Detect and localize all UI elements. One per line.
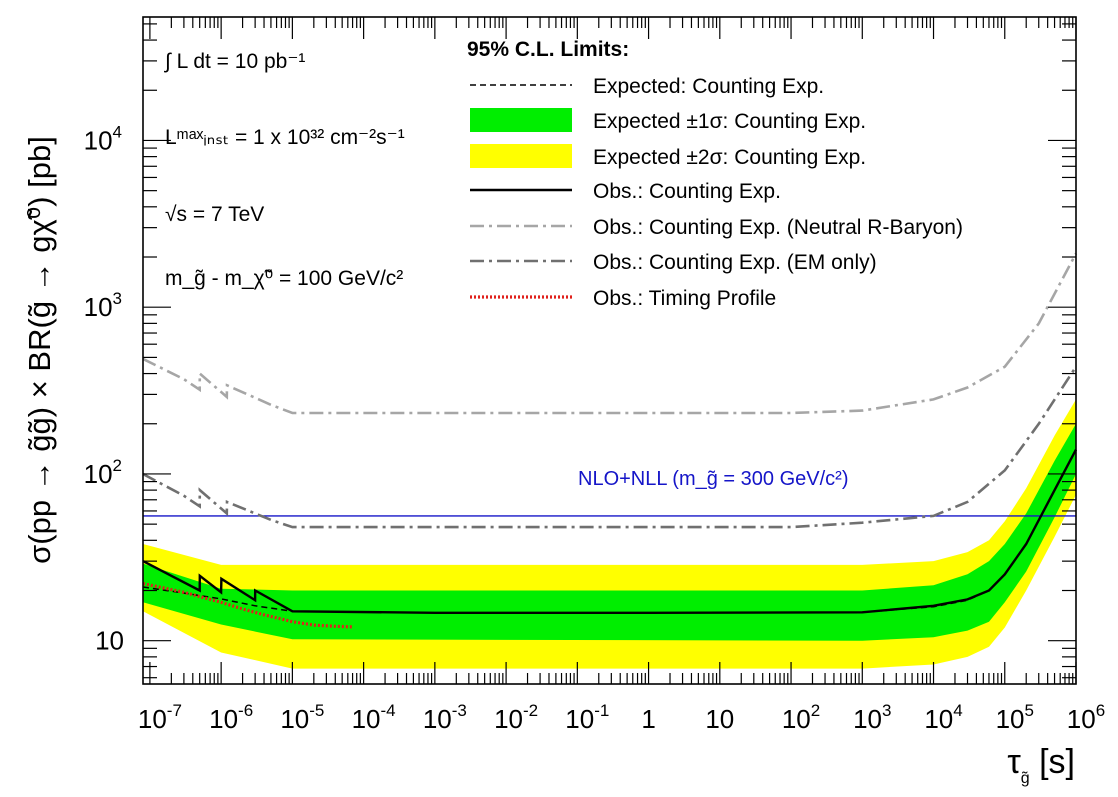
legend-swatch (470, 108, 572, 132)
x-tick-label: 103 (853, 701, 891, 734)
x-axis-label-unit: [s] (1030, 743, 1075, 781)
band-1sigma (143, 423, 1076, 641)
x-tick-label: 10-5 (280, 701, 324, 734)
y-tick-label: 104 (84, 122, 122, 155)
annotation-energy: √s = 7 TeV (165, 203, 264, 226)
x-tick-label: 102 (782, 701, 820, 734)
legend: 95% C.L. Limits: Expected: Counting Exp.… (467, 38, 963, 310)
legend-entry-label: Expected ±1σ: Counting Exp. (593, 110, 866, 133)
x-tick-label: 10-7 (138, 701, 182, 734)
legend-title: 95% C.L. Limits: (467, 38, 629, 61)
x-tick-label: 10-3 (423, 701, 467, 734)
legend-entry-label: Obs.: Timing Profile (593, 287, 776, 310)
legend-swatch (470, 144, 572, 168)
annotation-inst: Lᵐᵃˣᵢₙₛₜ = 1 x 10³² cm⁻²s⁻¹ (165, 126, 405, 149)
bands-layer (143, 399, 1076, 669)
x-tick-label: 106 (1067, 701, 1105, 734)
plot-frame (142, 16, 1077, 685)
legend-entry-label: Obs.: Counting Exp. (Neutral R-Baryon) (593, 216, 963, 239)
y-tick-label: 103 (84, 289, 122, 322)
x-tick-label: 105 (996, 701, 1034, 734)
legend-entry-label: Expected: Counting Exp. (593, 75, 824, 98)
x-tick-label: 10-4 (352, 701, 396, 734)
annotation-lumi: ∫ L dt = 10 pb⁻¹ (164, 50, 305, 73)
x-tick-label: 10-1 (565, 701, 609, 734)
annotation-massdiff: m_g̃ - m_χ̃⁰ = 100 GeV/c² (165, 267, 403, 290)
labels-layer: 10-7 10-6 10-5 10-4 10-3 10-2 10-1 1 10 102 103 104… (84, 122, 1106, 734)
curve-neutral-rbaryon (142, 252, 1078, 415)
ticks-layer (143, 17, 1077, 684)
x-axis-label-main: τ (1007, 743, 1021, 781)
x-tick-label: 104 (924, 701, 962, 734)
reference-line-label: NLO+NLL (m_g̃ = 300 GeV/c²) (578, 468, 849, 490)
x-tick-label: 10 (705, 704, 734, 734)
x-axis-label: τg̃ [s] (1007, 743, 1075, 787)
y-tick-label: 10 (95, 626, 124, 656)
curves-layer (142, 252, 1078, 629)
x-axis-label-sub: g̃ (1021, 770, 1030, 787)
y-tick-label: 102 (84, 456, 122, 489)
x-tick-label: 1 (641, 704, 655, 734)
x-tick-label: 10-2 (494, 701, 538, 734)
x-tick-label: 10-6 (209, 701, 253, 734)
legend-entry-label: Obs.: Counting Exp. (593, 180, 781, 203)
legend-entry-label: Expected ±2σ: Counting Exp. (593, 146, 866, 169)
curve-em-only (142, 365, 1078, 529)
y-axis-label-group: σ(pp → g̃g̃) × BR(g̃ → gχ̃⁰) [pb] (22, 136, 57, 564)
curve-observed (142, 449, 1078, 614)
y-axis-label: σ(pp → g̃g̃) × BR(g̃ → gχ̃⁰) [pb] (22, 136, 57, 564)
legend-entry-label: Obs.: Counting Exp. (EM only) (593, 251, 877, 274)
